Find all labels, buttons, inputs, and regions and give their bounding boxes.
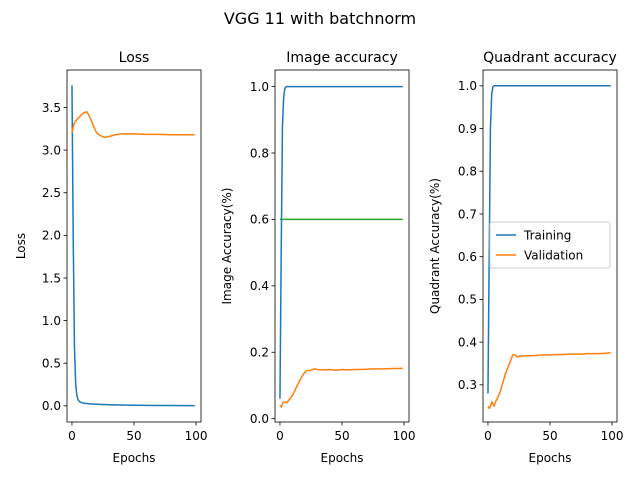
x-tick-label: 50 xyxy=(126,429,141,443)
y-tick-label: 0.8 xyxy=(250,146,269,160)
y-tick-label: 0.8 xyxy=(458,165,477,179)
y-tick-label: 3.5 xyxy=(42,101,61,115)
legend-frame xyxy=(489,221,611,269)
series-line-validation xyxy=(487,352,611,410)
y-tick-label: 0.4 xyxy=(250,279,269,293)
y-tick-label: 0.7 xyxy=(458,207,477,221)
y-tick-label: 0.5 xyxy=(42,356,61,370)
y-tick-label: 0.9 xyxy=(458,122,477,136)
y-tick-label: 1.5 xyxy=(42,271,61,285)
subplot-title: Image accuracy xyxy=(286,50,397,66)
y-tick-label: 0.0 xyxy=(250,412,269,426)
y-axis-label: Image Accuracy(%) xyxy=(220,188,234,305)
x-axis-label: Epochs xyxy=(113,451,156,465)
x-tick-label: 100 xyxy=(601,429,624,443)
y-tick-label: 3.0 xyxy=(42,143,61,157)
y-tick-label: 2.0 xyxy=(42,229,61,243)
y-axis-label: Quadrant Accuracy(%) xyxy=(428,178,442,314)
series-line-validation xyxy=(71,111,195,139)
y-tick-label: 0.6 xyxy=(458,250,477,264)
y-tick-label: 1.0 xyxy=(250,80,269,94)
x-tick-label: 0 xyxy=(276,429,284,443)
y-tick-label: 1.0 xyxy=(42,314,61,328)
legend-label-validation: Validation xyxy=(524,248,583,262)
x-axis-label: Epochs xyxy=(321,451,364,465)
x-tick-label: 0 xyxy=(484,429,492,443)
subplot-3: Quadrant accuracy 0 50 100 0.3 0.4 0.5 0.6 0.7 0.… xyxy=(428,50,623,465)
legend: Training Validation xyxy=(489,221,611,269)
y-tick-label: 0.2 xyxy=(250,346,269,360)
y-tick-label: 0.5 xyxy=(458,293,477,307)
x-tick-label: 0 xyxy=(68,429,76,443)
subplot-title: Quadrant accuracy xyxy=(483,50,617,66)
x-tick-label: 100 xyxy=(393,429,416,443)
x-tick-label: 50 xyxy=(334,429,349,443)
x-tick-label: 100 xyxy=(185,429,208,443)
legend-label-training: Training xyxy=(523,228,571,242)
y-tick-label: 2.5 xyxy=(42,186,61,200)
series-line-training xyxy=(279,85,403,399)
y-axis-label: Loss xyxy=(14,233,28,259)
subplot-1: Loss 0 50 100 0.0 0.5 1.0 1.5 2.0 2.5 3.0 3.5 Epochs… xyxy=(14,50,207,465)
series-line-training xyxy=(71,85,195,407)
series-line-training xyxy=(487,85,611,394)
y-tick-label: 1.0 xyxy=(458,79,477,93)
x-axis-label: Epochs xyxy=(529,451,572,465)
y-tick-label: 0.0 xyxy=(42,399,61,413)
series-line-validation xyxy=(279,367,403,408)
subplot-title: Loss xyxy=(119,50,150,66)
x-tick-label: 50 xyxy=(542,429,557,443)
subplot-2: Image accuracy 0 50 100 0.0 0.2 0.4 0.6 0.8 1.0 Ep… xyxy=(220,50,415,465)
y-tick-label: 0.4 xyxy=(458,335,477,349)
figure-suptitle: VGG 11 with batchnorm xyxy=(224,9,416,28)
y-tick-label: 0.3 xyxy=(458,378,477,392)
y-tick-label: 0.6 xyxy=(250,213,269,227)
